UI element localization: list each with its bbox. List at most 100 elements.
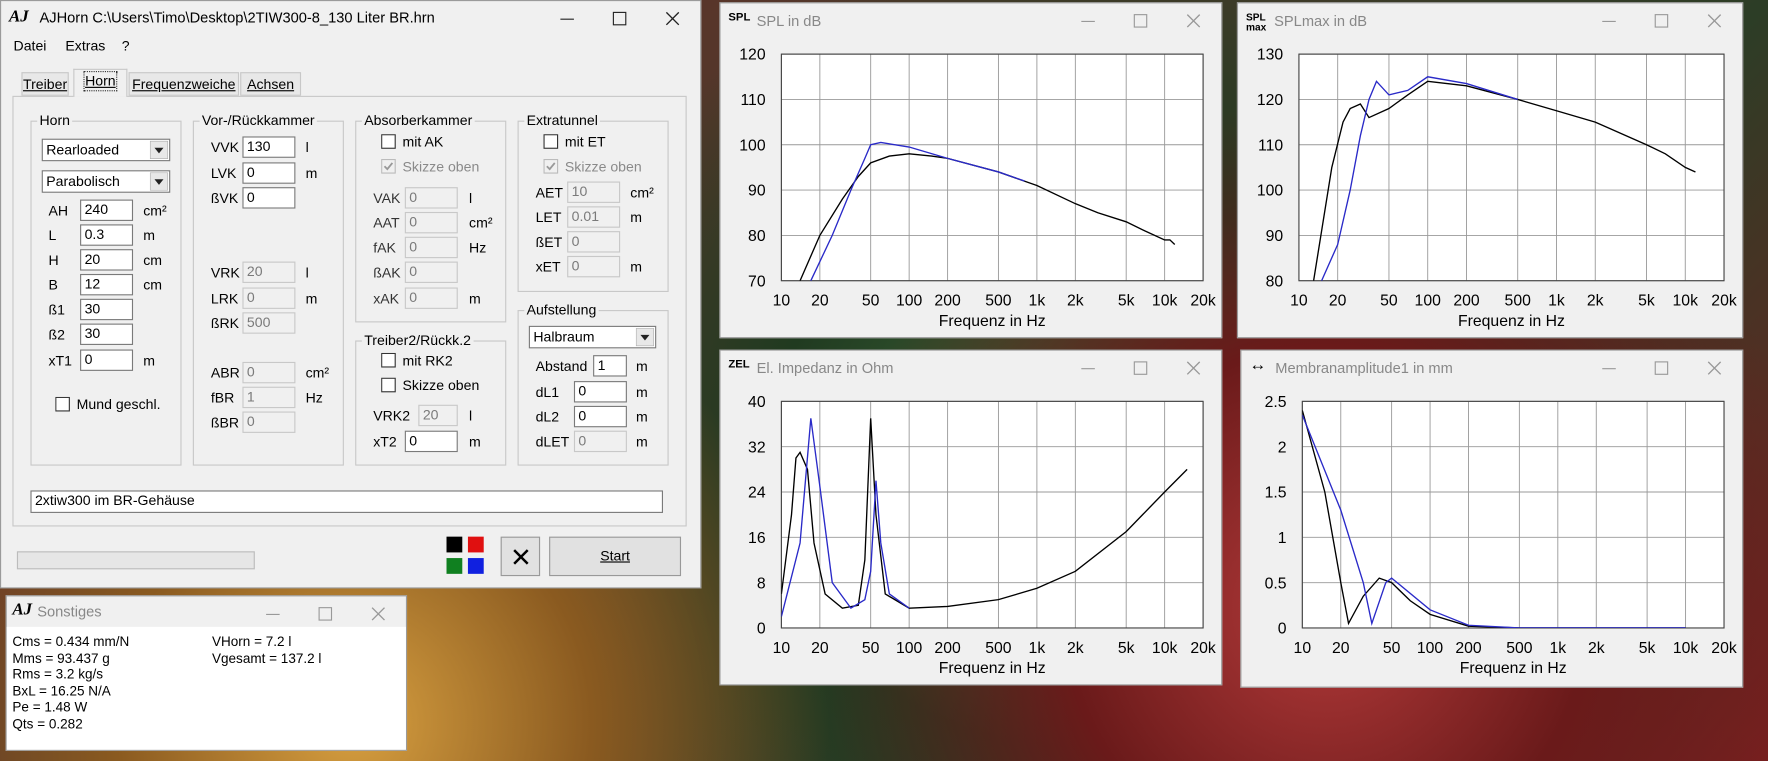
text-input[interactable]: 0 — [242, 162, 296, 184]
y-tick-label: 1.5 — [1265, 485, 1287, 502]
text-input[interactable]: 20 — [80, 249, 134, 271]
checkbox-box — [381, 158, 396, 174]
text-input[interactable]: 12 — [80, 273, 134, 296]
window-title: AJHorn C:\Users\Timo\Desktop\2TIW300-8_1… — [39, 9, 435, 26]
dropdown-arrow — [149, 172, 169, 191]
x-tick-label: 20 — [1329, 293, 1347, 310]
curve — [810, 141, 1025, 281]
x-tick-label: 20k — [1190, 293, 1216, 310]
text-input[interactable]: 20 — [418, 404, 458, 427]
window-controls[interactable] — [1586, 355, 1739, 382]
info-line: Rms = 3.2 kg/s — [12, 666, 104, 683]
text-input[interactable]: 30 — [80, 298, 134, 321]
text-input[interactable]: 30 — [80, 323, 134, 345]
checkbox-label: mit AK — [402, 134, 444, 150]
text-input[interactable]: 0 — [80, 349, 134, 371]
y-tick-label: 120 — [1257, 92, 1284, 109]
x-axis-label: Frequenz in Hz — [1458, 313, 1565, 330]
maximize-icon — [612, 11, 627, 26]
text-input[interactable]: 0 — [242, 361, 296, 384]
x-tick-label: 1k — [1549, 640, 1566, 657]
start-button[interactable]: Start — [549, 536, 682, 577]
window-controls[interactable] — [250, 601, 403, 628]
field-unit: l — [305, 139, 309, 156]
field-unit: m — [635, 409, 648, 426]
checkbox-label: Skizze oben — [402, 377, 480, 394]
tab[interactable]: Achsen — [240, 72, 302, 96]
tab[interactable]: Treiber — [21, 72, 69, 96]
x-tick-label: 10k — [1152, 293, 1178, 310]
field-label: ßVK — [210, 190, 239, 207]
text-input[interactable]: 0 — [404, 287, 458, 309]
text-input[interactable]: 1 — [593, 355, 627, 377]
text-input[interactable]: 0.3 — [80, 224, 134, 246]
window-controls[interactable] — [1586, 8, 1739, 35]
checkbox[interactable] — [381, 377, 397, 394]
text-input[interactable]: 10 — [567, 181, 621, 203]
text-input[interactable]: 20 — [242, 261, 296, 283]
text-input[interactable]: 0 — [404, 430, 458, 453]
field-unit: cm² — [630, 184, 654, 201]
text-input[interactable]: 0 — [404, 236, 458, 259]
text-input[interactable]: 0 — [242, 411, 296, 433]
x-tick-label: 50 — [1380, 293, 1398, 310]
checkbox-box — [543, 134, 559, 149]
checkmark — [546, 162, 556, 171]
maximize-icon — [1133, 361, 1148, 375]
text-input[interactable]: 0 — [404, 187, 458, 209]
color-selector[interactable] — [445, 536, 486, 577]
field-label: fAK — [373, 240, 396, 256]
maximize-icon — [1133, 14, 1148, 28]
text-input[interactable]: 0 — [573, 381, 627, 403]
tab[interactable]: Frequenzweiche — [128, 72, 240, 96]
checkbox[interactable] — [381, 158, 397, 175]
text-input[interactable]: 0 — [567, 231, 621, 253]
x-tick-label: 100 — [896, 640, 923, 657]
dropdown[interactable]: Rearloaded — [41, 138, 171, 162]
x-tick-label: 100 — [1417, 640, 1444, 657]
group-title: Extratunnel — [524, 112, 601, 129]
field-unit: m — [143, 227, 155, 244]
plot-area — [1298, 54, 1725, 281]
y-tick-label: 32 — [748, 439, 766, 456]
dropdown[interactable]: Parabolisch — [41, 170, 171, 193]
cancel-button[interactable] — [500, 536, 541, 577]
menu-item[interactable]: Extras — [65, 38, 106, 55]
checkbox[interactable] — [543, 134, 559, 150]
window-controls[interactable] — [1066, 8, 1219, 35]
window-controls[interactable] — [1066, 355, 1219, 382]
text-input[interactable]: 0.01 — [567, 206, 621, 228]
text-input[interactable]: 0 — [404, 211, 458, 234]
field-label: AET — [535, 184, 563, 201]
menu-item[interactable]: ? — [121, 38, 130, 55]
field-label: VRK — [210, 264, 240, 281]
field-unit: cm² — [305, 365, 330, 382]
checkbox[interactable] — [381, 134, 397, 150]
text-input[interactable]: 0 — [567, 255, 621, 278]
text-input[interactable]: 1 — [242, 386, 296, 409]
curve — [781, 418, 1188, 609]
text-input[interactable]: 0 — [242, 287, 296, 309]
group-box — [30, 120, 182, 466]
text-input[interactable]: 240 — [80, 199, 134, 221]
tab[interactable]: Horn — [73, 68, 128, 97]
info-body — [6, 626, 406, 750]
text-input[interactable]: 0 — [573, 405, 627, 428]
curve — [1302, 410, 1686, 628]
window-controls[interactable] — [545, 6, 698, 33]
text-input[interactable]: 500 — [242, 312, 296, 334]
checkbox[interactable] — [55, 396, 71, 413]
description-input[interactable]: 2xtiw300 im BR-Gehäuse — [30, 490, 663, 513]
text-input[interactable]: 0 — [242, 187, 296, 209]
menu-item[interactable]: Datei — [13, 38, 47, 55]
x-tick-label: 500 — [985, 640, 1012, 657]
text-input[interactable]: 0 — [573, 430, 627, 453]
checkbox[interactable] — [543, 158, 559, 175]
text-input[interactable]: 0 — [404, 261, 458, 283]
text-input[interactable]: 130 — [242, 136, 296, 158]
dropdown[interactable]: Halbraum — [528, 325, 657, 349]
checkbox[interactable] — [381, 352, 397, 369]
window-title: El. Impedanz in Ohm — [756, 359, 894, 377]
